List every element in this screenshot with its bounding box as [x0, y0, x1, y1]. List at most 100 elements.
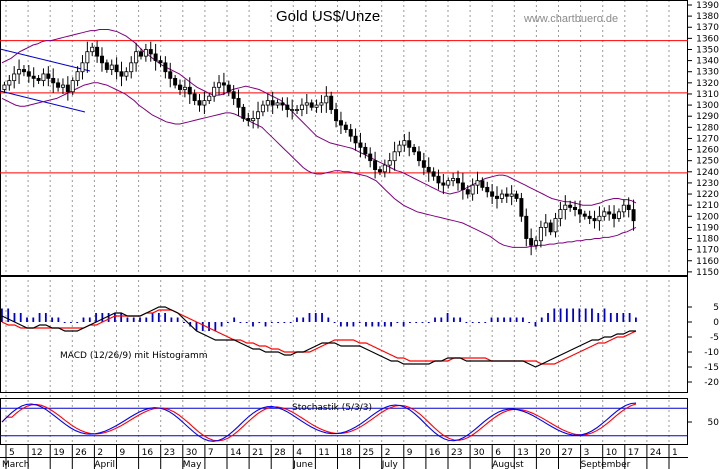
macd-histogram-bar-80 [503, 317, 505, 322]
candle-body-53 [260, 104, 265, 113]
macd-tick-label-1: 0 [713, 318, 719, 328]
macd-histogram-bar-100 [628, 313, 631, 322]
macd-signal-line [1, 309, 637, 365]
candle-body-91 [446, 180, 451, 186]
macd-tick-label-2: -5 [710, 333, 719, 343]
time-axis-labels: 5 12 19 26 2 9 16 23 30 7 14 21 28 4 11 18 25 2 9 16 23 30 6 13… [2, 444, 678, 469]
candle-body-70 [343, 124, 348, 130]
macd-panel: 5 0 -5 -10 -15 -20 MACD (12/26/9) mit Histogr… [0, 276, 719, 393]
candle-body-121 [592, 218, 597, 222]
macd-panel-frame [0, 276, 688, 393]
candle-body-17 [85, 51, 90, 64]
price-tick-label-24: 1390 [696, 1, 719, 11]
macd-histogram-bar-53 [333, 322, 336, 323]
macd-histogram-bar-11 [70, 322, 72, 323]
macd-histogram-bar-1 [7, 308, 10, 322]
candle-body-59 [290, 109, 295, 111]
day-label-26: 3 [584, 448, 590, 458]
candle-body-19 [95, 46, 100, 57]
candle-body-51 [251, 118, 256, 122]
macd-histogram-bar-14 [88, 317, 91, 322]
macd-histogram-bar-57 [358, 322, 361, 323]
month-label-2: May [183, 460, 202, 469]
day-label-23: 13 [517, 448, 528, 458]
macd-histogram-bar-75 [471, 322, 474, 323]
day-label-27: 10 [606, 448, 618, 458]
price-tick-label-1: 1160 [696, 257, 719, 267]
trendline-upper [0, 48, 91, 72]
macd-histogram-bar-50 [314, 313, 317, 322]
price-tick-label-23: 1380 [696, 12, 719, 22]
day-label-21: 30 [473, 448, 485, 458]
macd-histogram-bar-35 [220, 322, 223, 327]
candle-body-56 [275, 102, 280, 106]
macd-histogram-bar-71 [446, 313, 449, 322]
candle-body-127 [621, 204, 626, 213]
macd-histogram-bar-77 [484, 322, 487, 323]
price-tick-label-18: 1330 [696, 68, 719, 78]
candle-body-69 [338, 120, 343, 126]
candle-body-95 [465, 189, 470, 195]
stochastic-label: Stochastik (5/3/3) [292, 403, 372, 413]
price-tick-label-19: 1340 [696, 57, 719, 67]
macd-histogram-bar-0 [1, 308, 3, 322]
day-label-2: 19 [53, 448, 65, 458]
candle-body-83 [407, 140, 412, 148]
price-tick-label-8: 1230 [696, 179, 719, 189]
macd-histogram-bar-2 [13, 313, 16, 322]
price-tick-label-14: 1290 [696, 112, 719, 122]
candle-body-12 [60, 84, 65, 88]
candle-body-15 [75, 71, 80, 82]
candle-body-75 [368, 153, 373, 162]
macd-histogram-bar-5 [32, 317, 35, 322]
day-label-13: 4 [296, 448, 302, 458]
candle-body-43 [212, 86, 217, 97]
candle-body-87 [426, 166, 431, 173]
candle-body-11 [56, 82, 61, 88]
price-tick-label-5: 1200 [696, 212, 719, 222]
candle-body-118 [577, 209, 582, 215]
candle-body-1 [7, 80, 12, 86]
candlesticks [2, 40, 636, 256]
price-tick-label-6: 1210 [696, 201, 719, 211]
macd-histogram-bar-99 [622, 313, 625, 322]
candle-body-113 [553, 218, 558, 233]
candle-body-60 [295, 109, 300, 111]
candle-body-29 [143, 49, 148, 57]
day-label-28: 17 [628, 448, 639, 458]
candle-body-32 [158, 60, 163, 64]
day-label-7: 23 [164, 448, 175, 458]
candle-body-4 [21, 69, 26, 73]
stochastic-k-line [1, 402, 637, 442]
macd-histogram-bar-86 [540, 317, 543, 322]
bollinger-upper [1, 29, 637, 206]
candle-body-125 [612, 213, 617, 219]
macd-histogram-bar-16 [101, 313, 104, 322]
day-label-5: 9 [120, 448, 126, 458]
candle-body-109 [534, 240, 539, 246]
candle-body-39 [192, 93, 197, 102]
candle-body-63 [309, 102, 314, 108]
candle-body-0 [2, 84, 7, 90]
candle-body-92 [451, 178, 456, 182]
macd-histogram-bar-88 [553, 308, 556, 322]
watermark: www.chartbuero.de [523, 13, 618, 25]
candle-body-71 [348, 129, 353, 137]
macd-histogram-bar-79 [496, 317, 499, 322]
day-label-24: 20 [539, 448, 551, 458]
candle-body-58 [285, 104, 290, 110]
macd-histogram-bar-4 [26, 317, 28, 322]
candle-body-85 [416, 151, 421, 162]
macd-histogram-bar-73 [459, 317, 462, 322]
price-panel-frame [0, 0, 688, 276]
candle-body-24 [119, 71, 124, 77]
macd-histogram-bar-98 [616, 313, 618, 322]
candle-body-64 [314, 104, 319, 108]
macd-histogram-bar-67 [421, 322, 424, 323]
macd-histogram-bar-58 [365, 322, 367, 327]
macd-histogram-bar-36 [226, 322, 229, 323]
day-label-19: 16 [429, 448, 441, 458]
candle-body-55 [270, 100, 275, 106]
